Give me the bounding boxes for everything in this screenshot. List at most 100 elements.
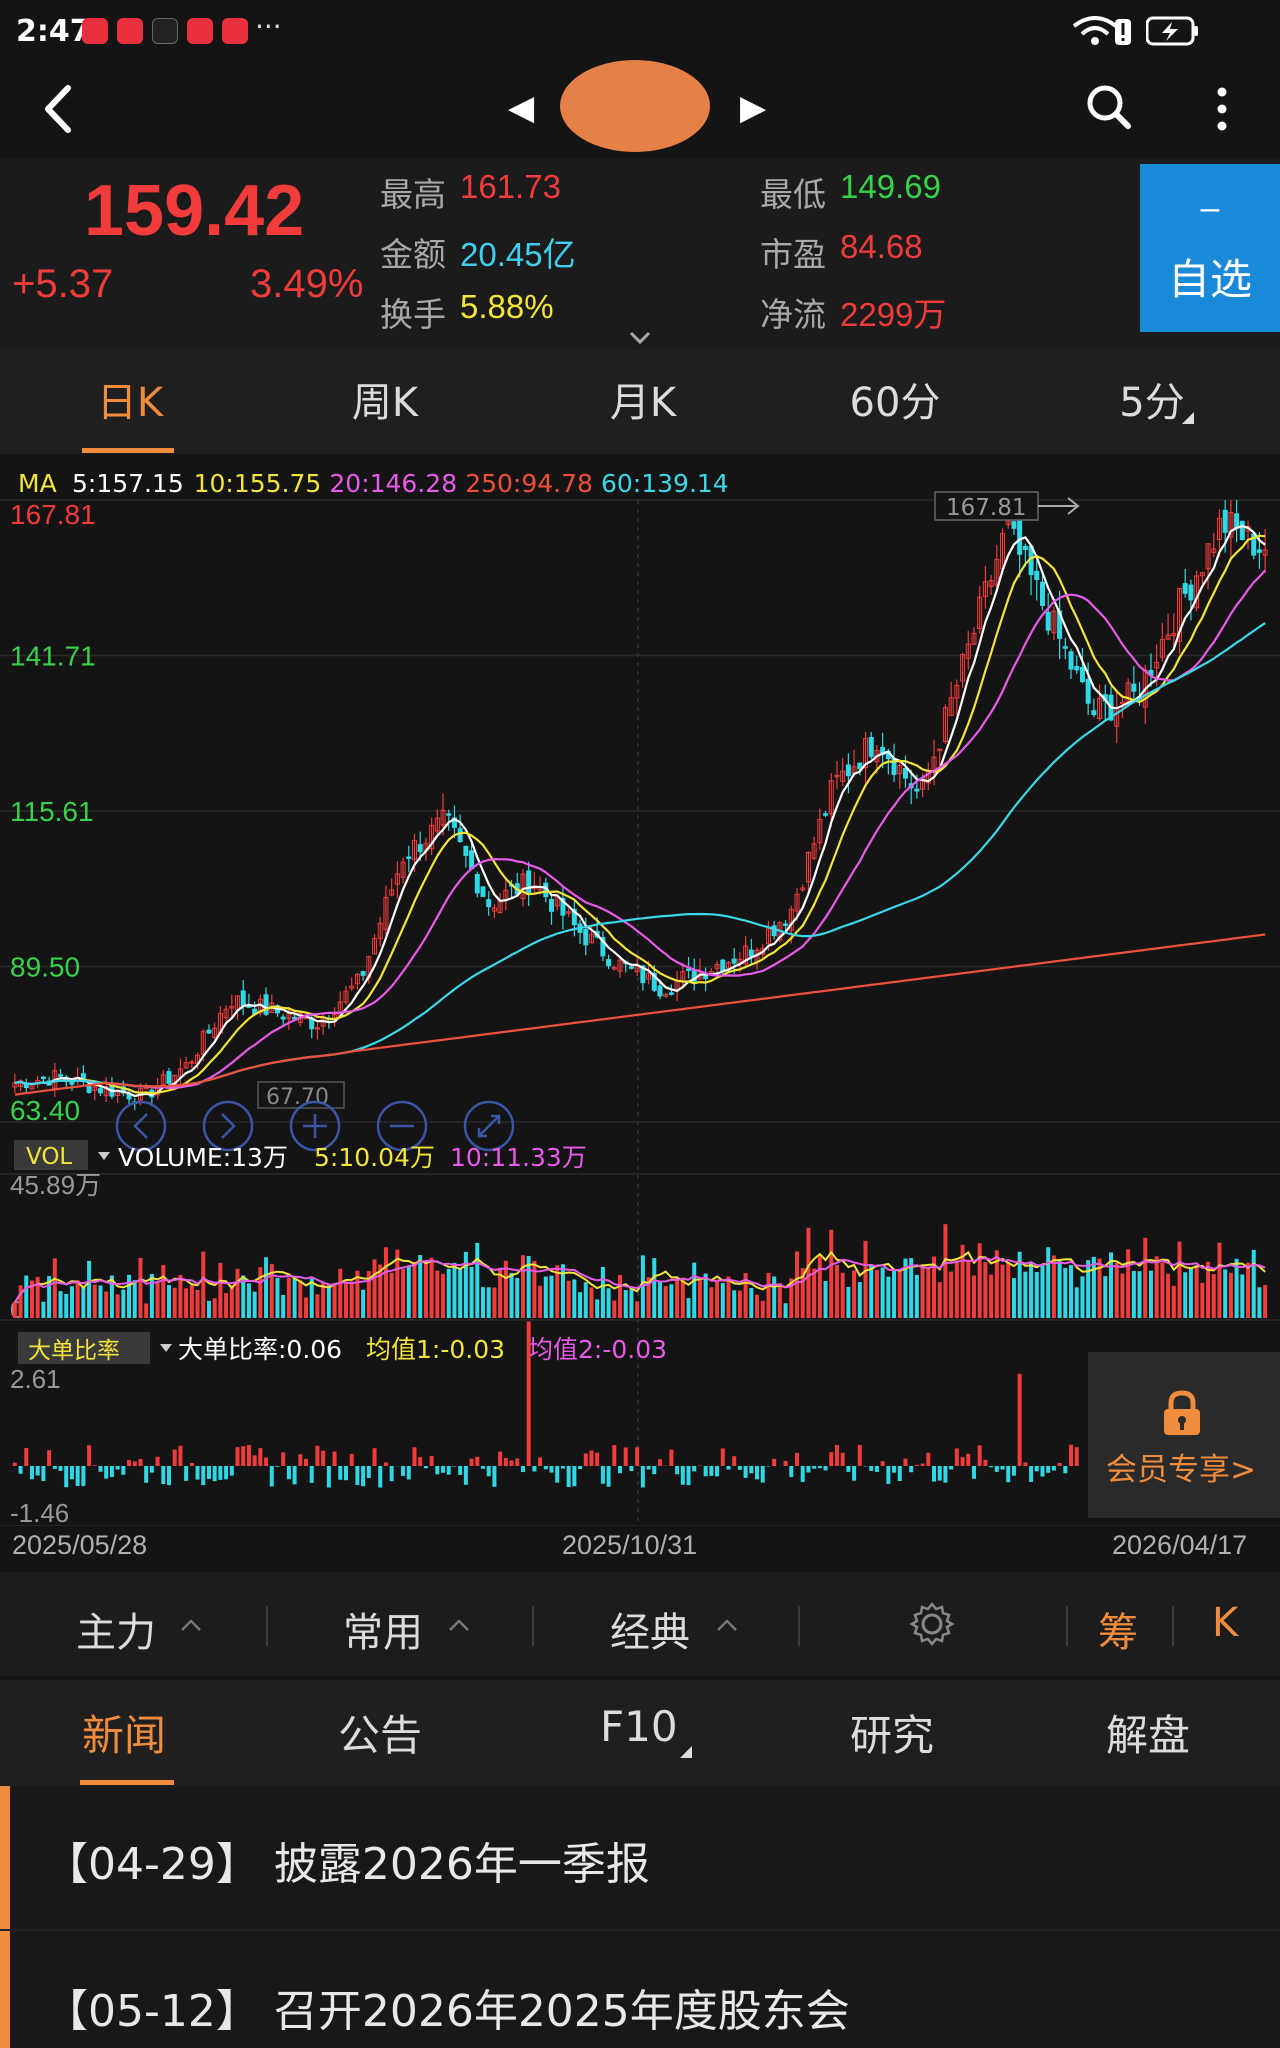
classic-selector[interactable]: 经典 <box>610 1610 690 1656</box>
candle-body <box>1159 638 1165 658</box>
more-vertical-icon[interactable] <box>1214 86 1230 132</box>
bigorder-bar <box>355 1466 360 1485</box>
high-value: 161.73 <box>460 168 561 205</box>
search-icon[interactable] <box>1086 84 1132 130</box>
volume-bar <box>795 1251 799 1318</box>
bigorder-bar <box>275 1466 280 1467</box>
bigorder-bar <box>12 1462 17 1466</box>
bigorder-bar <box>35 1466 40 1476</box>
volume-bar <box>1097 1258 1102 1318</box>
candle-body <box>354 973 360 985</box>
volume-bar <box>755 1294 760 1318</box>
volume-bar <box>1091 1256 1096 1318</box>
bigorder-bar <box>926 1452 931 1466</box>
bigorder-bar <box>401 1466 406 1476</box>
volume-bar <box>1188 1267 1193 1318</box>
common-selector[interactable]: 常用 <box>343 1610 423 1656</box>
volume-bar <box>766 1272 771 1318</box>
bigorder-bar <box>241 1446 246 1466</box>
kline-chart[interactable]: MA 5:157.15 10:155.75 20:146.28 250:94.78 60… <box>0 454 1280 1572</box>
previous-stock-button[interactable]: ◀ <box>508 88 535 128</box>
tab-daily-k[interactable]: 日K <box>96 380 164 426</box>
volume-bar <box>452 1262 457 1318</box>
bigorder-bar <box>281 1452 286 1466</box>
vip-exclusive-label[interactable]: 会员专享> <box>1106 1452 1256 1488</box>
tab-research[interactable]: 研究 <box>850 1711 935 1760</box>
volume-bar <box>857 1282 862 1318</box>
bigorder-bar <box>121 1466 126 1475</box>
fullscreen-button[interactable] <box>463 1100 515 1152</box>
volume-bar <box>1063 1268 1068 1318</box>
list-item[interactable]: 【05-12】 召开2026年2025年度股东会 <box>0 1933 1280 2048</box>
bigorder-bar <box>155 1456 160 1466</box>
bigorder-bar <box>1069 1444 1074 1466</box>
volume-bar <box>1006 1262 1011 1318</box>
volume-bar <box>737 1290 742 1318</box>
candle-body <box>771 925 777 937</box>
news-list: 【04-29】 披露2026年一季报 【05-12】 召开2026年2025年度… <box>0 1786 1280 2048</box>
add-to-watchlist-button[interactable]: – 自选 <box>1140 164 1280 332</box>
zoom-out-button[interactable] <box>376 1100 428 1152</box>
volume-bar <box>286 1277 291 1318</box>
bigorder-bar <box>29 1466 34 1480</box>
scroll-right-button[interactable] <box>202 1100 254 1152</box>
list-item[interactable]: 【04-29】 披露2026年一季报 <box>0 1786 1280 1931</box>
main-force-selector[interactable]: 主力 <box>76 1610 156 1656</box>
bigorder-bar <box>566 1466 571 1487</box>
scroll-left-button[interactable] <box>115 1100 167 1152</box>
tab-news[interactable]: 新闻 <box>82 1711 167 1760</box>
volume-bar <box>172 1287 177 1318</box>
bigorder-bar <box>18 1466 23 1474</box>
volume-bar <box>224 1293 229 1318</box>
chip-distribution-button[interactable]: 筹 <box>1098 1610 1138 1656</box>
volume-bar <box>600 1267 605 1318</box>
bigorder-bar <box>977 1445 982 1466</box>
bigorder-bar <box>869 1466 874 1471</box>
bigorder-bar <box>475 1456 480 1466</box>
tab-60min[interactable]: 60分 <box>849 380 941 426</box>
candle-body <box>646 972 652 980</box>
volume-bar <box>1217 1242 1222 1318</box>
volume-ma10-line <box>14 1255 1266 1303</box>
volume-bar <box>18 1285 23 1318</box>
bigorder-badge-bg[interactable] <box>18 1332 150 1364</box>
volume-bar <box>743 1273 748 1318</box>
bigorder-bar <box>304 1458 309 1466</box>
tab-announcements[interactable]: 公告 <box>338 1711 423 1760</box>
tab-analysis[interactable]: 解盘 <box>1106 1711 1191 1760</box>
vol-dropdown-icon[interactable] <box>98 1152 110 1160</box>
bigorder-bar <box>206 1466 211 1479</box>
candle-body <box>600 936 606 957</box>
bigorder-bar <box>92 1465 97 1466</box>
volume-bar <box>355 1270 360 1318</box>
chevron-up-icon <box>717 1619 737 1631</box>
zoom-in-button[interactable] <box>289 1100 341 1152</box>
vol-badge-bg[interactable] <box>14 1140 88 1170</box>
volume-bar <box>983 1262 988 1318</box>
bigorder-bar <box>732 1456 737 1466</box>
expand-chevron-icon[interactable] <box>628 330 652 346</box>
bigorder-bar <box>509 1460 514 1466</box>
volume-bar <box>1046 1247 1051 1318</box>
next-stock-button[interactable]: ▶ <box>740 88 767 128</box>
tab-5min[interactable]: 5分 <box>1119 380 1185 426</box>
kline-mode-button[interactable]: K <box>1212 1600 1239 1646</box>
bigorder-bar <box>1046 1466 1051 1473</box>
candle-body <box>651 972 657 991</box>
candle-body <box>229 1006 235 1009</box>
volume-bar <box>532 1260 537 1318</box>
bigorder-bar <box>349 1453 354 1466</box>
volume-bar <box>338 1268 343 1318</box>
volume-bar <box>618 1275 623 1318</box>
back-arrow-icon[interactable] <box>38 84 78 134</box>
amount-value: 20.45亿 <box>460 236 576 273</box>
bigorder-max-label: 2.61 <box>10 1364 61 1394</box>
bigorder-dropdown-icon[interactable] <box>160 1344 172 1352</box>
volume-bar <box>669 1284 674 1318</box>
bigorder-bar <box>81 1466 86 1487</box>
settings-gear-icon[interactable] <box>908 1600 956 1648</box>
tab-monthly-k[interactable]: 月K <box>609 380 677 426</box>
candle-body <box>1034 570 1040 581</box>
tab-f10[interactable]: F10 <box>600 1702 678 1751</box>
tab-weekly-k[interactable]: 周K <box>351 380 419 426</box>
